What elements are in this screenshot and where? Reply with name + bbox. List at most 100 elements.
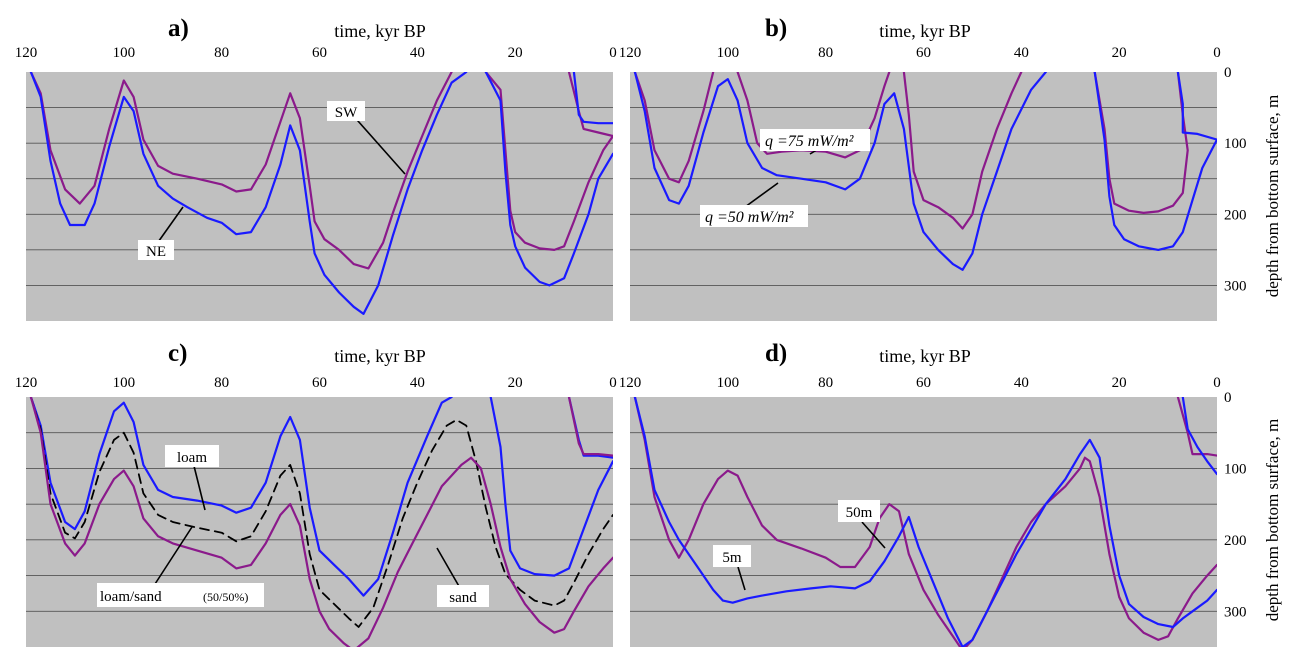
label-box-loam-sand: [97, 583, 264, 607]
leader-line-5m: [737, 566, 746, 591]
x-tick-b-60: 60: [916, 45, 931, 61]
label-box-sand: [437, 585, 489, 607]
label-box-loam: [165, 445, 219, 467]
x-axis-title-d: time, kyr BP: [879, 346, 971, 366]
gridlines-a: [26, 107, 613, 286]
annotation-50m: 50m: [838, 500, 886, 549]
series-line-a-0-1: [567, 72, 613, 138]
y-tick-d-300: 300: [1224, 604, 1247, 620]
annotation-loam-sand: loam/sand (50/50%): [97, 526, 264, 607]
x-tick-b-80: 80: [818, 45, 833, 61]
x-tick-c-20: 20: [508, 375, 523, 391]
x-tick-d-0: 0: [1213, 375, 1221, 391]
y-tick-b-300: 300: [1224, 278, 1247, 294]
y-tick-d-200: 200: [1224, 533, 1247, 549]
annotation-sw: SW: [327, 101, 406, 175]
leader-line-q50: [744, 182, 779, 208]
annotation-q50: q =50 mW/m²: [700, 182, 808, 227]
panel-letter-a: a): [168, 15, 189, 42]
x-tick-a-0: 0: [609, 45, 617, 61]
label-box-5m: [713, 545, 751, 567]
label-q75: q =75 mW/m²: [765, 133, 855, 150]
x-tick-d-60: 60: [916, 375, 931, 391]
label-q50: q =50 mW/m²: [705, 209, 795, 226]
series-line-b-0-3: [1093, 72, 1189, 214]
x-tick-a-60: 60: [312, 45, 327, 61]
series-line-d-0-0: [633, 397, 1217, 647]
label-loam: loam: [177, 450, 207, 466]
series-line-c-2-0: [29, 397, 613, 647]
plot-area-a: [26, 72, 613, 321]
label-ne: NE: [146, 244, 166, 260]
annotation-ne: NE: [138, 206, 184, 260]
leader-line-sw: [349, 111, 406, 175]
series-line-a-1-2: [572, 72, 613, 125]
annotation-loam: loam: [165, 445, 219, 511]
panel-d: d) time, kyr BP 120 100 80 60 40 20 0 01002003…: [619, 340, 1247, 647]
series-line-a-0-2: [484, 72, 613, 251]
plot-area-b: [630, 72, 1217, 321]
x-tick-b-100: 100: [717, 45, 740, 61]
series-layer-a: [29, 72, 613, 315]
label-box-q50: [700, 205, 808, 227]
series-line-a-1-1: [484, 72, 613, 287]
panel-letter-b: b): [765, 15, 787, 42]
x-ticks-b: 120 100 80 60 40 20 0: [619, 45, 1221, 61]
y-tick-b-200: 200: [1224, 207, 1247, 223]
series-line-b-0-0: [633, 72, 715, 184]
x-tick-b-20: 20: [1112, 45, 1127, 61]
panel-c: c) time, kyr BP 120 100 80 60 40 20 0 loam loa…: [15, 340, 617, 647]
y-axis-title-bottom: depth from bottom surface, m: [1263, 419, 1282, 622]
series-line-c-2-1: [567, 397, 613, 457]
series-line-b-1-2: [1176, 72, 1217, 141]
x-tick-a-20: 20: [508, 45, 523, 61]
y-tick-d-100: 100: [1224, 461, 1247, 477]
x-tick-b-0: 0: [1213, 45, 1221, 61]
annotation-sand: sand: [436, 547, 489, 607]
y-ticks-b: 0 100 200 300: [1224, 65, 1247, 294]
series-line-a-1-0: [29, 72, 468, 315]
label-50m: 50m: [846, 505, 873, 521]
label-5m: 5m: [722, 550, 742, 566]
y-axis-title-top: depth from bottom surface, m: [1263, 95, 1282, 298]
x-tick-c-80: 80: [214, 375, 229, 391]
y-tick-b-100: 100: [1224, 136, 1247, 152]
x-tick-d-20: 20: [1112, 375, 1127, 391]
x-axis-title-a: time, kyr BP: [334, 21, 426, 41]
x-axis-title-b: time, kyr BP: [879, 21, 971, 41]
label-loam-sand-ratio: (50/50%): [203, 590, 248, 604]
x-ticks-d: 120 100 80 60 40 20 0: [619, 375, 1221, 391]
x-ticks-c: 120 100 80 60 40 20 0: [15, 375, 617, 391]
annotation-5m: 5m: [713, 545, 751, 591]
x-tick-a-40: 40: [410, 45, 425, 61]
label-box-q75: [760, 129, 870, 151]
x-tick-c-120: 120: [15, 375, 38, 391]
series-line-b-0-2: [902, 72, 1023, 230]
leader-line-loam-sand: [154, 526, 193, 585]
panel-b: b) time, kyr BP 120 100 80 60 40 20 0 01002003…: [619, 15, 1247, 321]
x-tick-c-0: 0: [609, 375, 617, 391]
y-tick-b-0: 0: [1224, 65, 1232, 81]
label-loam-sand: loam/sand: [100, 589, 162, 605]
x-tick-a-120: 120: [15, 45, 38, 61]
series-layer-d: [633, 397, 1217, 647]
label-box-ne: [138, 240, 174, 260]
series-layer-b: [633, 72, 1217, 271]
series-line-d-1-0: [633, 397, 1217, 647]
x-tick-d-100: 100: [717, 375, 740, 391]
leader-line-50m: [861, 521, 886, 549]
plot-area-d: [630, 397, 1217, 647]
series-line-b-1-1: [1093, 72, 1217, 251]
leader-line-sand: [436, 547, 461, 589]
series-line-d-0-1: [1176, 397, 1217, 457]
x-tick-a-80: 80: [214, 45, 229, 61]
label-box-50m: [838, 500, 880, 522]
series-line-d-1-1: [1181, 397, 1217, 476]
label-box-sw: [327, 101, 365, 121]
annotation-q75: q =75 mW/m²: [760, 129, 870, 155]
x-tick-a-100: 100: [113, 45, 136, 61]
series-line-c-0-0: [29, 397, 453, 597]
panel-letter-d: d): [765, 340, 787, 367]
x-tick-d-80: 80: [818, 375, 833, 391]
